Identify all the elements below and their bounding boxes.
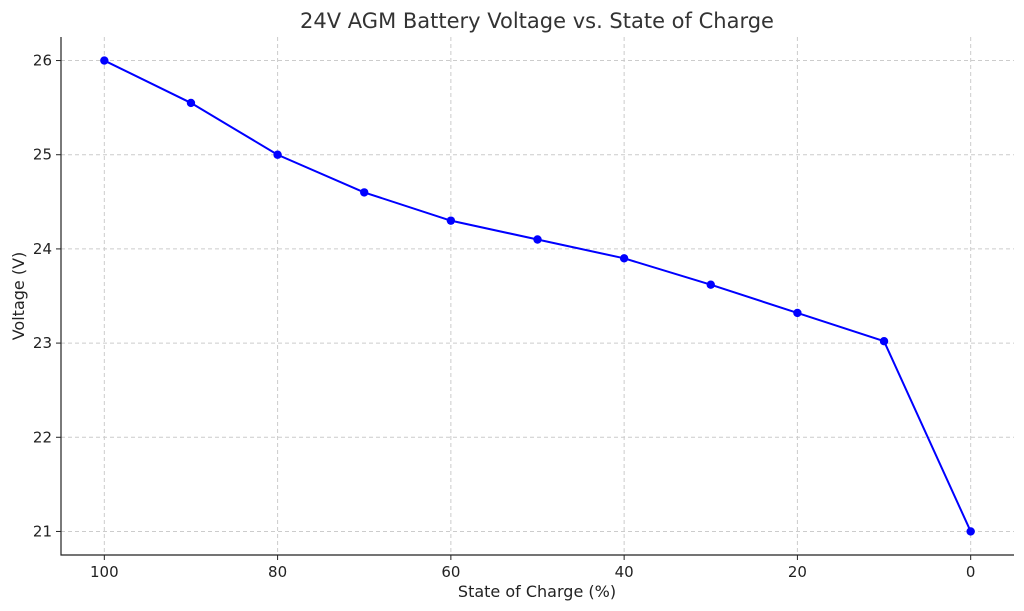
y-tick-label: 25 bbox=[33, 146, 52, 164]
data-point bbox=[360, 188, 369, 197]
series-line bbox=[103, 59, 972, 532]
axis-spine bbox=[60, 37, 1014, 556]
data-point bbox=[619, 254, 629, 263]
y-axis-label: Voltage (V) bbox=[9, 252, 28, 341]
x-tick-label: 0 bbox=[966, 563, 976, 581]
series bbox=[100, 56, 975, 536]
x-tick-label: 100 bbox=[90, 563, 119, 581]
x-tick-label: 20 bbox=[788, 563, 807, 581]
y-tick-label: 21 bbox=[33, 522, 52, 540]
x-tick-label: 60 bbox=[441, 563, 460, 581]
x-axis-label: State of Charge (%) bbox=[458, 582, 616, 601]
chart-title: 24V AGM Battery Voltage vs. State of Cha… bbox=[300, 9, 774, 33]
data-point bbox=[879, 337, 889, 346]
y-tick-label: 26 bbox=[33, 52, 52, 70]
data-point bbox=[446, 216, 456, 225]
data-point bbox=[100, 56, 109, 65]
y-tick-label: 24 bbox=[33, 240, 52, 258]
y-tick-label: 22 bbox=[33, 428, 52, 446]
x-tick-label: 80 bbox=[268, 563, 287, 581]
x-tick-label: 40 bbox=[615, 563, 634, 581]
data-point bbox=[706, 280, 715, 289]
axes: 100 80 60 40 20 0 21 22 23 24 25 26 bbox=[33, 37, 1014, 581]
data-point bbox=[966, 527, 975, 536]
data-point bbox=[273, 150, 282, 159]
data-point bbox=[186, 98, 196, 108]
data-point bbox=[533, 235, 542, 244]
y-tick-label: 23 bbox=[33, 334, 52, 352]
data-point bbox=[793, 308, 802, 318]
grid bbox=[61, 37, 1014, 555]
